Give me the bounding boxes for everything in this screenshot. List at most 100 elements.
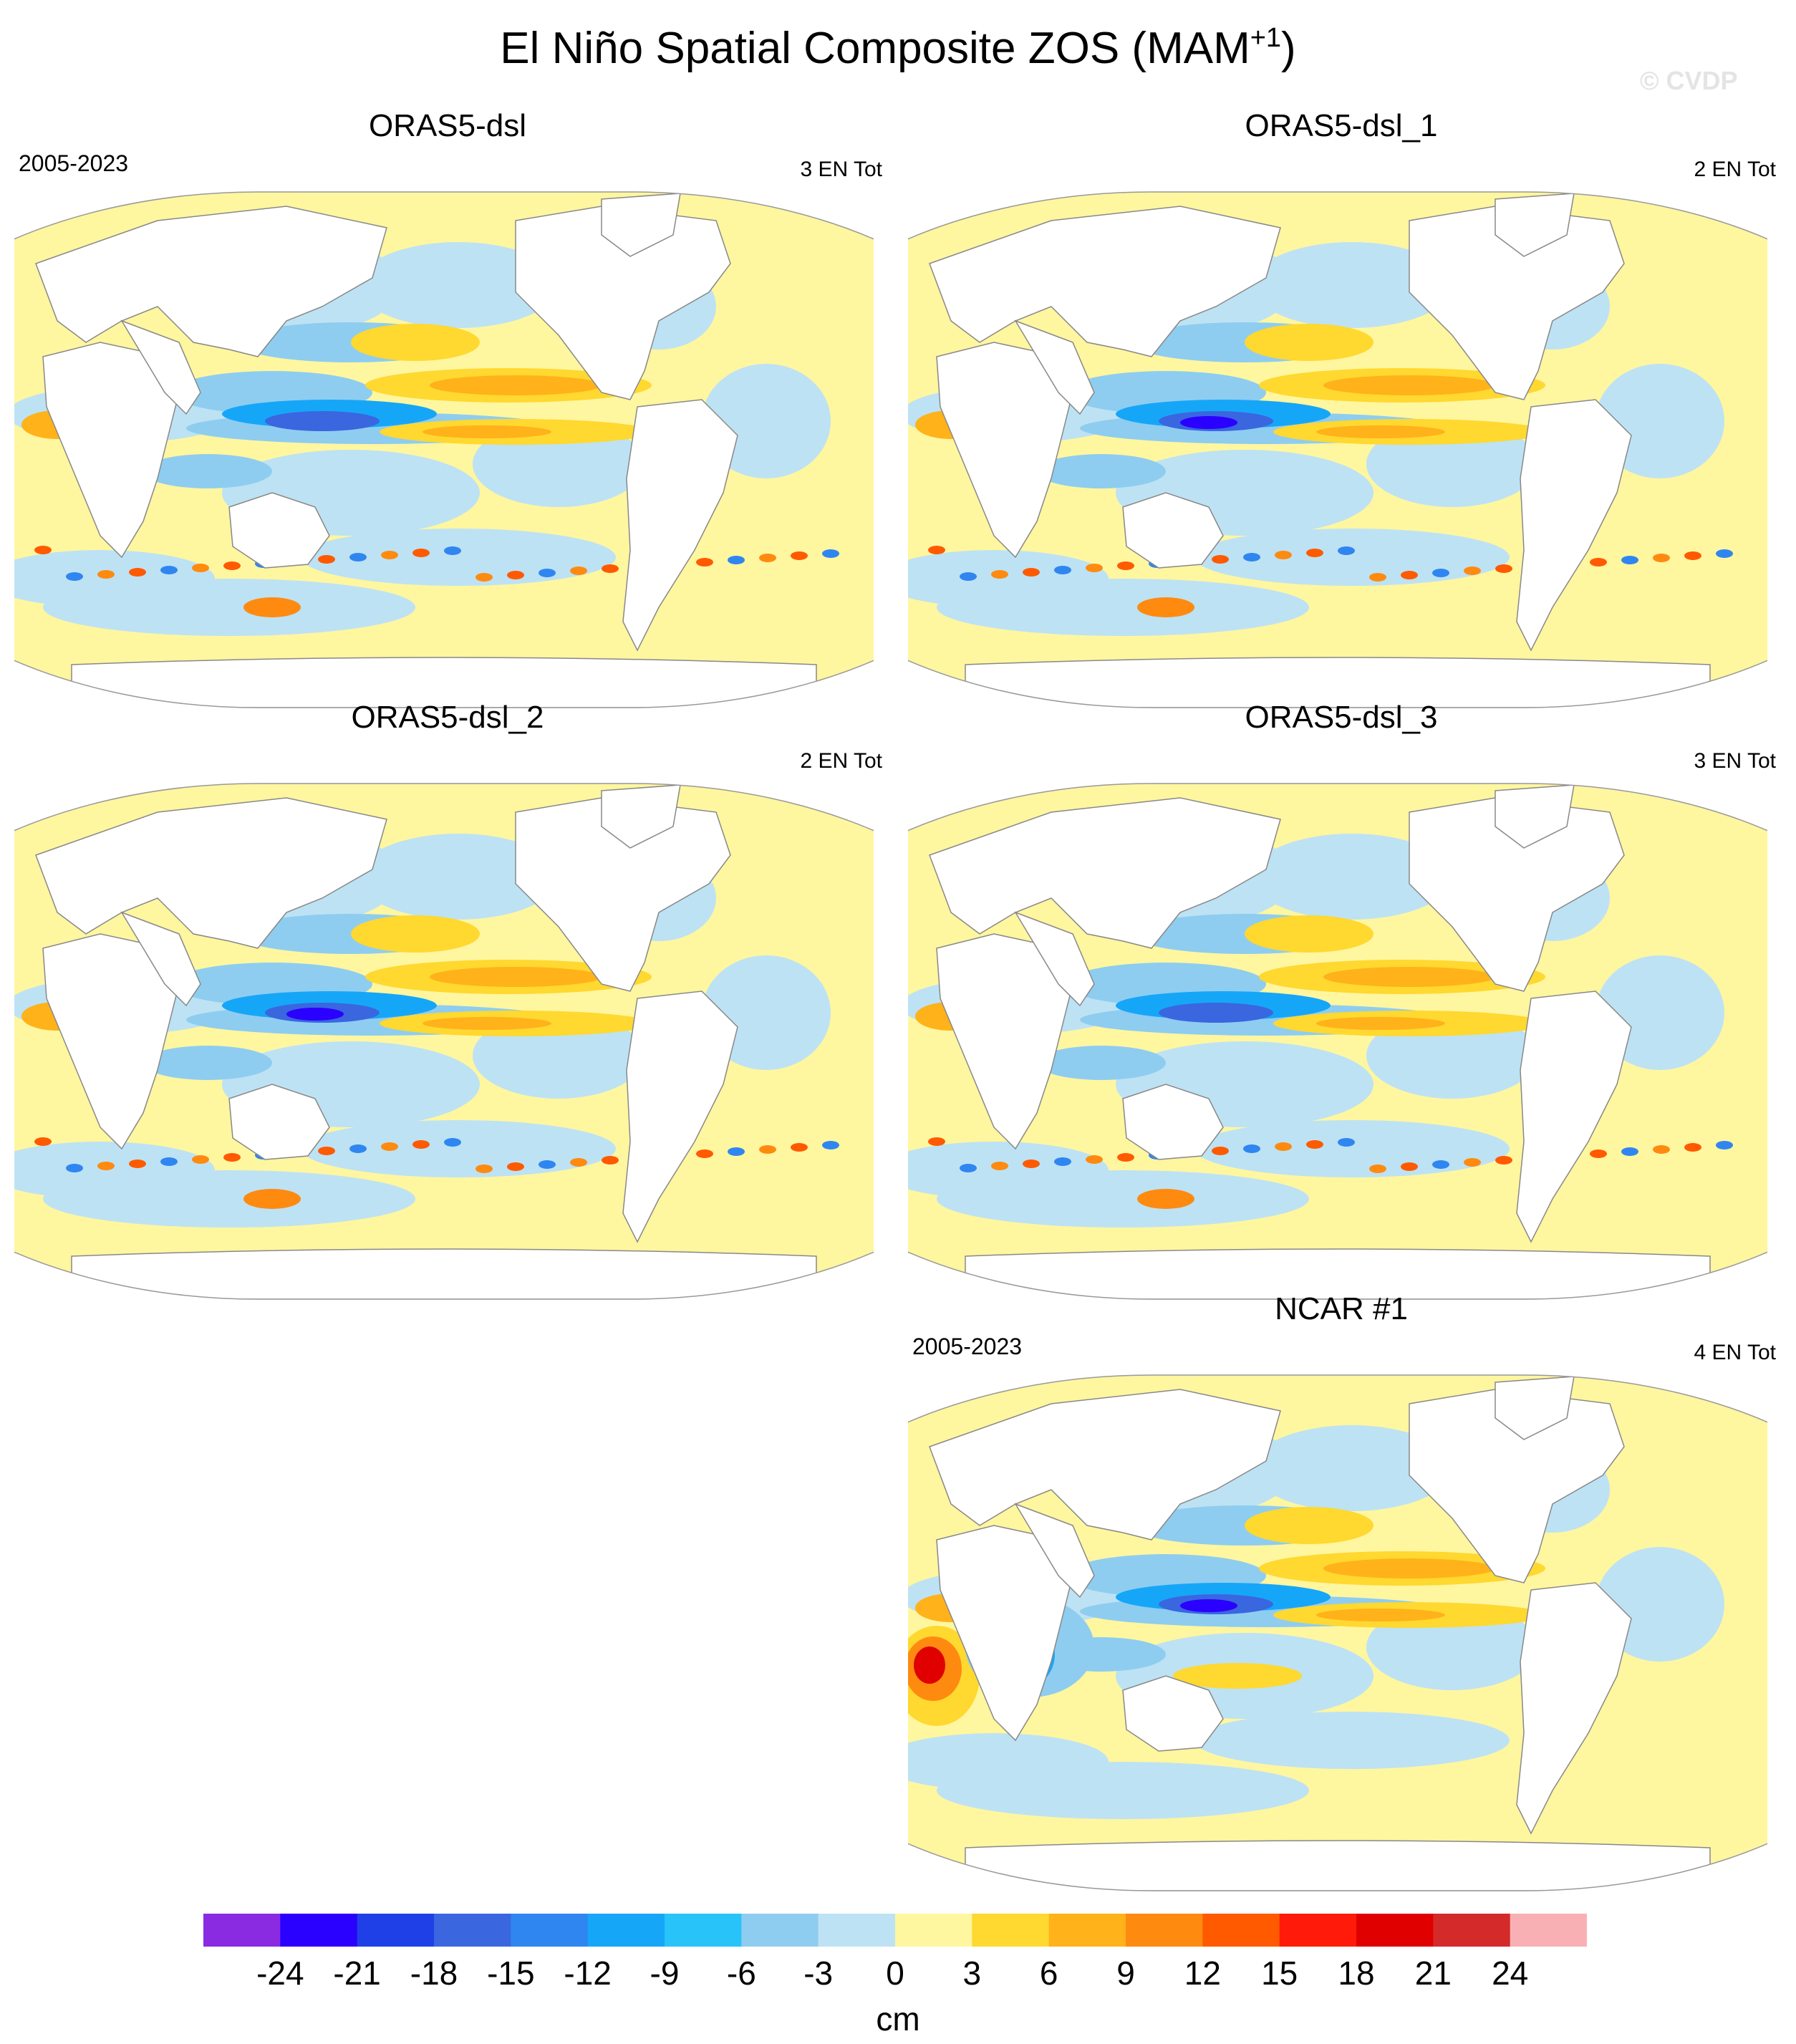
map-outline	[908, 1374, 1767, 1891]
colorbar-swatch	[1356, 1914, 1434, 1947]
land-mass	[35, 797, 387, 949]
anomaly-patch	[286, 1008, 344, 1021]
anomaly-patch	[1245, 915, 1373, 953]
anomaly-patch	[1252, 242, 1452, 328]
eddy-mark	[1212, 555, 1229, 564]
anomaly-patch	[1323, 967, 1495, 987]
eddy-mark	[1306, 1140, 1323, 1149]
eddy-mark	[1212, 1147, 1229, 1155]
anomaly-patch	[1194, 1120, 1510, 1177]
anomaly-patch	[430, 967, 602, 987]
eddy-mark	[1716, 1141, 1733, 1149]
anomaly-patch	[1173, 1663, 1302, 1689]
panel-oras5-dsl: ORAS5-dsl 2005-2023 3 EN Tot	[7, 106, 888, 708]
eddy-mark	[192, 1155, 209, 1164]
colorbar-swatch	[1126, 1914, 1203, 1947]
eddy-mark	[928, 1137, 945, 1146]
map-field	[908, 192, 1767, 708]
anomaly-patch	[1323, 375, 1495, 395]
anomaly-patch	[14, 1142, 215, 1199]
colorbar-swatch	[280, 1914, 358, 1947]
colorbar-tick-label: 9	[1116, 1954, 1135, 1992]
map	[908, 783, 1767, 1300]
eddy-mark	[412, 549, 430, 557]
map-outline	[908, 783, 1767, 1300]
land-mass	[929, 797, 1281, 949]
eddy-mark	[1243, 553, 1260, 561]
anomaly-patch	[1323, 1558, 1495, 1578]
anomaly-patch	[143, 454, 272, 488]
anomaly-patch	[1180, 1599, 1237, 1612]
anomaly-patch	[1037, 454, 1166, 488]
eddy-mark	[1432, 569, 1449, 577]
anomaly-patch	[908, 1733, 1109, 1790]
eddy-mark	[1464, 1158, 1481, 1167]
eddy-mark	[1684, 1143, 1701, 1152]
figure-title: El Niño Spatial Composite ZOS (MAM+1)	[500, 23, 1296, 73]
panel-title: ORAS5-dsl_3	[1245, 700, 1438, 735]
colorbar-swatch	[203, 1914, 281, 1947]
eddy-mark	[444, 546, 461, 555]
land-mass	[1495, 784, 1575, 849]
land-mass	[1409, 206, 1625, 400]
eddy-mark	[991, 1162, 1008, 1170]
eddy-mark	[1275, 1142, 1292, 1151]
eddy-mark	[444, 1138, 461, 1147]
eddy-mark	[602, 1156, 619, 1165]
event-count: 2 EN Tot	[1694, 158, 1776, 181]
colorbar-tick-label: -6	[726, 1954, 756, 1992]
eddy-mark	[1495, 1156, 1512, 1165]
anomaly-patch	[301, 529, 616, 586]
colorbar-units: cm	[876, 2000, 920, 2038]
panel-oras5-dsl-3: ORAS5-dsl_3 3 EN Tot	[901, 698, 1782, 1300]
eddy-mark	[1401, 571, 1418, 579]
eddy-mark	[1369, 1165, 1386, 1173]
colorbar-tick-label: -21	[333, 1954, 381, 1992]
colorbar-tick-label: -12	[564, 1954, 612, 1992]
eddy-mark	[1432, 1160, 1449, 1169]
anomaly-patch	[1316, 425, 1445, 438]
eddy-mark	[1023, 1160, 1040, 1168]
eddy-mark	[1495, 564, 1512, 573]
eddy-mark	[160, 566, 178, 574]
eddy-mark	[129, 1160, 146, 1168]
land-mass	[1014, 319, 1095, 415]
eddy-mark	[991, 570, 1008, 579]
anomaly-patch	[14, 550, 215, 607]
eddy-mark	[66, 1164, 83, 1172]
eddy-mark	[381, 1142, 398, 1151]
anomaly-patch	[1194, 1712, 1510, 1769]
colorbar-swatch	[511, 1914, 589, 1947]
panel-title: ORAS5-dsl_2	[351, 700, 544, 735]
eddy-mark	[192, 564, 209, 572]
anomaly-patch	[351, 324, 480, 361]
anomaly-patch	[1137, 597, 1194, 617]
land-mass	[1409, 1389, 1625, 1583]
anomaly-patch	[1252, 1425, 1452, 1511]
eddy-mark	[1275, 551, 1292, 559]
eddy-mark	[129, 568, 146, 577]
eddy-mark	[507, 1162, 524, 1171]
eddy-mark	[1684, 551, 1701, 560]
colorbar-tick-label: 6	[1039, 1954, 1058, 1992]
eddy-mark	[791, 1143, 808, 1152]
eddy-mark	[1338, 546, 1355, 555]
eddy-mark	[507, 571, 524, 579]
period-label: 2005-2023	[912, 1334, 1023, 1359]
colorbar-tick-label: 3	[962, 1954, 982, 1992]
eddy-mark	[34, 546, 52, 554]
land-mass	[228, 1084, 330, 1160]
eddy-mark	[66, 572, 83, 581]
land-mass	[1495, 193, 1575, 257]
eddy-mark	[960, 1164, 977, 1172]
panel-title: NCAR #1	[1275, 1291, 1408, 1326]
anomaly-patch	[351, 915, 480, 953]
eddy-mark	[160, 1157, 178, 1166]
colorbar-tick-label: -18	[410, 1954, 458, 1992]
colorbar-tick-label: 21	[1414, 1954, 1452, 1992]
land-mass	[515, 206, 731, 400]
anomaly-patch	[1252, 834, 1452, 920]
anomaly-patch	[430, 375, 602, 395]
event-count: 4 EN Tot	[1694, 1341, 1776, 1364]
map-outline	[14, 783, 874, 1300]
